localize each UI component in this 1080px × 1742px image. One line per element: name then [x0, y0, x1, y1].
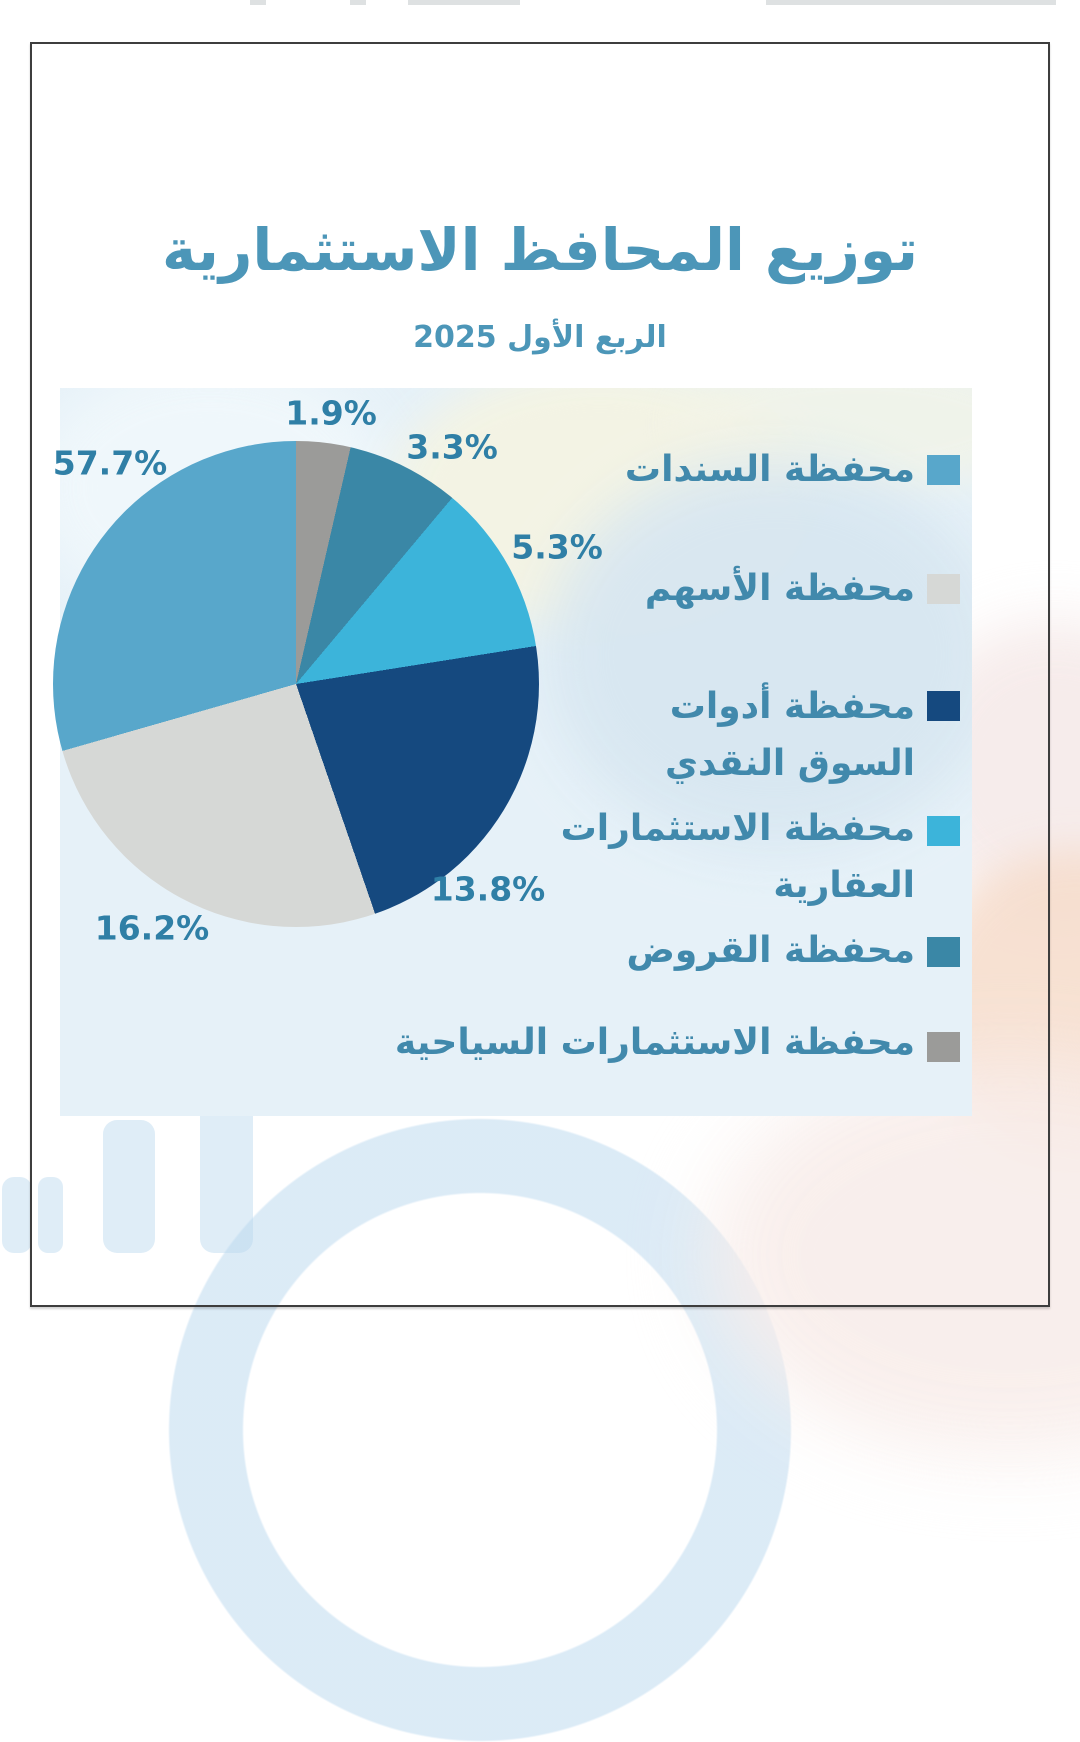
chart-title: توزيع المحافظ الاستثمارية	[162, 216, 918, 284]
panel-blob-blue	[545, 460, 972, 850]
watermark-bar	[38, 1177, 63, 1253]
crop-mark	[350, 0, 366, 5]
chart-subtitle: الربع الأول 2025	[413, 320, 667, 355]
crop-mark	[250, 0, 266, 5]
pie-label-money-market: 13.8%	[430, 869, 546, 909]
legend-swatch-bonds	[927, 455, 960, 485]
watermark-bar	[2, 1177, 32, 1253]
watermark-ring	[168, 1118, 792, 1742]
pie-label-bonds: 57.7%	[52, 443, 168, 483]
legend-label-tourism: محفظة الاستثمارات السياحية	[394, 1022, 915, 1063]
legend-swatch-real-estate	[927, 816, 960, 846]
watermark-bar	[103, 1120, 155, 1253]
legend-label-money-market-line1: محفظة أدوات	[669, 686, 915, 727]
legend-label-loans: محفظة القروض	[626, 930, 915, 971]
crop-mark	[408, 0, 520, 5]
legend-label-money-market-line2: السوق النقدي	[664, 743, 915, 784]
crop-mark	[766, 0, 1056, 5]
legend-swatch-money-market	[927, 691, 960, 721]
legend-label-bonds: محفظة السندات	[624, 449, 915, 490]
legend-label-real-estate-line2: العقارية	[773, 865, 915, 906]
pie-label-real-estate: 5.3%	[511, 527, 603, 567]
legend-swatch-stocks	[927, 574, 960, 604]
pie-label-loans: 3.3%	[406, 427, 498, 467]
pie-label-stocks: 16.2%	[94, 908, 210, 948]
legend-swatch-tourism	[927, 1032, 960, 1062]
legend-label-stocks: محفظة الأسهم	[644, 568, 915, 609]
pie-chart	[53, 441, 539, 927]
pie-label-tourism: 1.9%	[285, 393, 377, 433]
legend-swatch-loans	[927, 937, 960, 967]
legend-label-real-estate-line1: محفظة الاستثمارات	[560, 808, 915, 849]
